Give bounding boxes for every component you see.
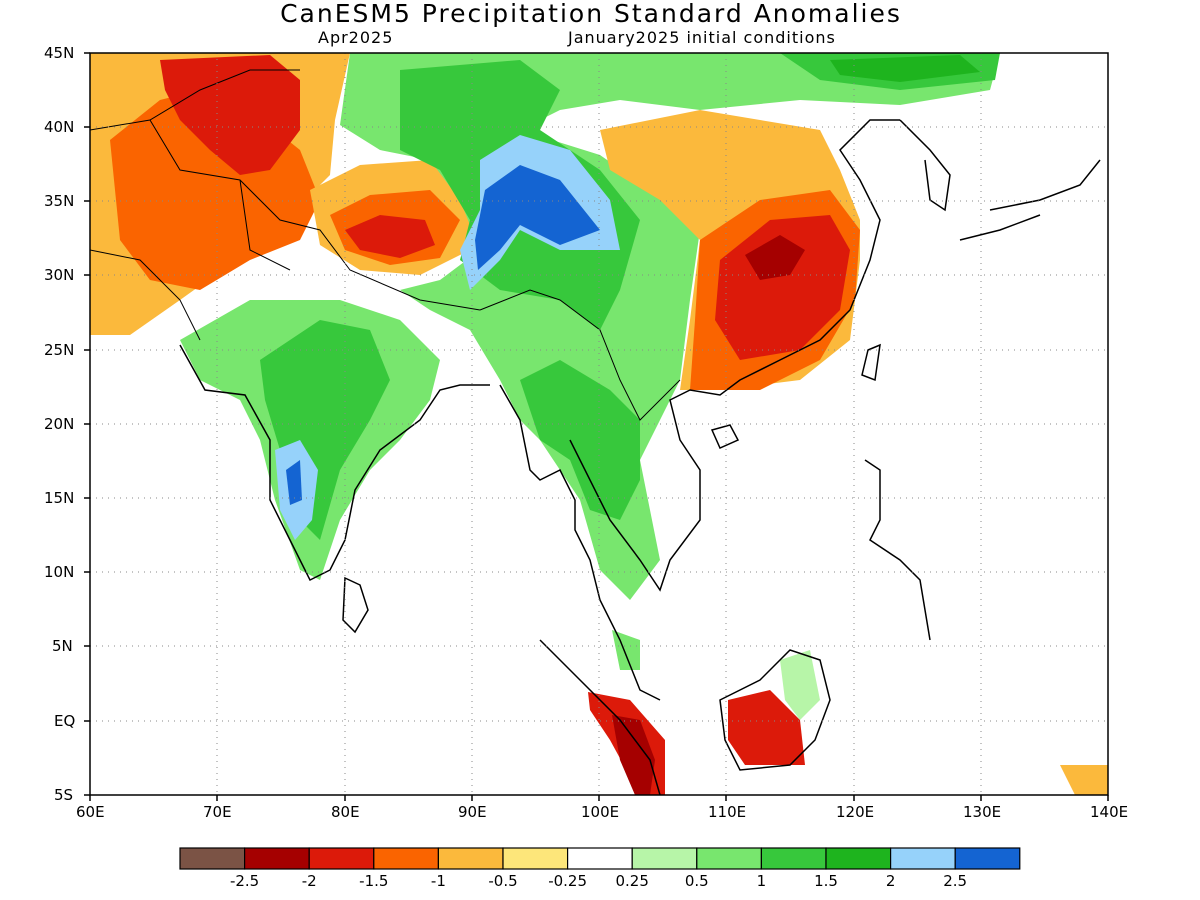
dry-anomaly-new-guinea bbox=[1060, 765, 1108, 795]
lat-label: EQ bbox=[54, 712, 76, 730]
legend-swatch bbox=[825, 847, 892, 870]
legend-swatch bbox=[502, 847, 569, 870]
dry-anomaly-east-china-center bbox=[715, 215, 850, 360]
legend-swatch bbox=[696, 847, 762, 870]
legend-label: -1.5 bbox=[359, 872, 389, 890]
legend-swatch bbox=[437, 847, 504, 870]
legend-swatch bbox=[889, 847, 956, 870]
anomaly-fields bbox=[90, 53, 1108, 795]
legend-label: 2 bbox=[885, 872, 896, 890]
dry-anomaly-borneo bbox=[728, 690, 805, 765]
legend-swatch bbox=[308, 847, 375, 870]
lon-label: 110E bbox=[708, 803, 747, 821]
borneo-coastline bbox=[719, 649, 831, 771]
legend-label: 1 bbox=[756, 872, 767, 890]
legend-label: -2 bbox=[301, 872, 317, 890]
lat-label: 15N bbox=[44, 489, 75, 507]
legend-label: 2.5 bbox=[943, 872, 968, 890]
sri-lanka-coastline bbox=[342, 576, 369, 634]
lat-label: 30N bbox=[44, 266, 75, 284]
taiwan-coastline bbox=[861, 343, 881, 382]
legend-swatch bbox=[631, 847, 698, 870]
wet-anomaly-indochina bbox=[520, 360, 640, 520]
wet-anomaly-mongolia-core bbox=[830, 55, 980, 82]
legend-swatch bbox=[179, 847, 246, 870]
lat-label: 40N bbox=[44, 118, 75, 136]
lon-label: 130E bbox=[963, 803, 1002, 821]
wet-anomaly-sumatra bbox=[612, 630, 640, 670]
dry-anomaly-sumatra-core bbox=[612, 715, 655, 795]
korea-coastline bbox=[899, 119, 951, 212]
dry-anomaly-tajik bbox=[160, 55, 300, 175]
philippines-coastline bbox=[864, 459, 931, 641]
legend-swatch bbox=[954, 847, 1021, 870]
lon-label: 140E bbox=[1090, 803, 1129, 821]
lat-label: 45N bbox=[44, 44, 75, 62]
legend-label: 0.25 bbox=[615, 872, 649, 890]
indochina-coastline bbox=[499, 119, 900, 701]
lat-label: 10N bbox=[44, 563, 75, 581]
legend-label: -0.25 bbox=[548, 872, 587, 890]
legend-label: -2.5 bbox=[229, 872, 260, 890]
legend-label: -1 bbox=[430, 872, 446, 890]
legend-swatch bbox=[244, 847, 310, 870]
wet-anomaly-tibet-darkblue bbox=[475, 165, 600, 270]
legend-swatch bbox=[760, 847, 827, 870]
chart-title: CanESM5 Precipitation Standard Anomalies bbox=[280, 0, 902, 28]
hainan-coastline bbox=[710, 424, 740, 449]
lon-label: 90E bbox=[458, 803, 487, 821]
sumatra-coastline bbox=[539, 639, 661, 795]
lon-label: 120E bbox=[836, 803, 875, 821]
legend-swatch bbox=[566, 847, 633, 870]
init-conditions-label: January2025 initial conditions bbox=[568, 28, 836, 47]
lon-label: 60E bbox=[76, 803, 105, 821]
lat-label: 5S bbox=[54, 786, 74, 804]
lat-label: 35N bbox=[44, 192, 75, 210]
wet-anomaly-borneo bbox=[780, 650, 820, 720]
grid-lines bbox=[90, 53, 1108, 795]
lat-label: 5N bbox=[52, 637, 73, 655]
japan-coastline bbox=[959, 159, 1101, 241]
color-legend bbox=[179, 847, 1021, 870]
axis-ticks bbox=[84, 52, 1109, 801]
legend-swatch bbox=[373, 847, 439, 870]
central-asia-borders bbox=[90, 69, 681, 421]
legend-label: 0.5 bbox=[684, 872, 709, 890]
legend-label: -0.5 bbox=[488, 872, 518, 890]
lon-label: 70E bbox=[203, 803, 232, 821]
dry-anomaly-east-china-darkred bbox=[745, 235, 805, 280]
legend-label: 1.5 bbox=[814, 872, 838, 890]
valid-month-label: Apr2025 bbox=[318, 28, 394, 47]
lon-label: 100E bbox=[581, 803, 620, 821]
lat-label: 25N bbox=[44, 341, 75, 359]
dry-anomaly-tibet-center bbox=[345, 215, 435, 258]
lon-label: 80E bbox=[331, 803, 360, 821]
india-coastline bbox=[179, 344, 490, 582]
lat-label: 20N bbox=[44, 415, 75, 433]
wet-anomaly-india-darkblue bbox=[286, 460, 302, 505]
coastlines bbox=[90, 69, 1101, 795]
